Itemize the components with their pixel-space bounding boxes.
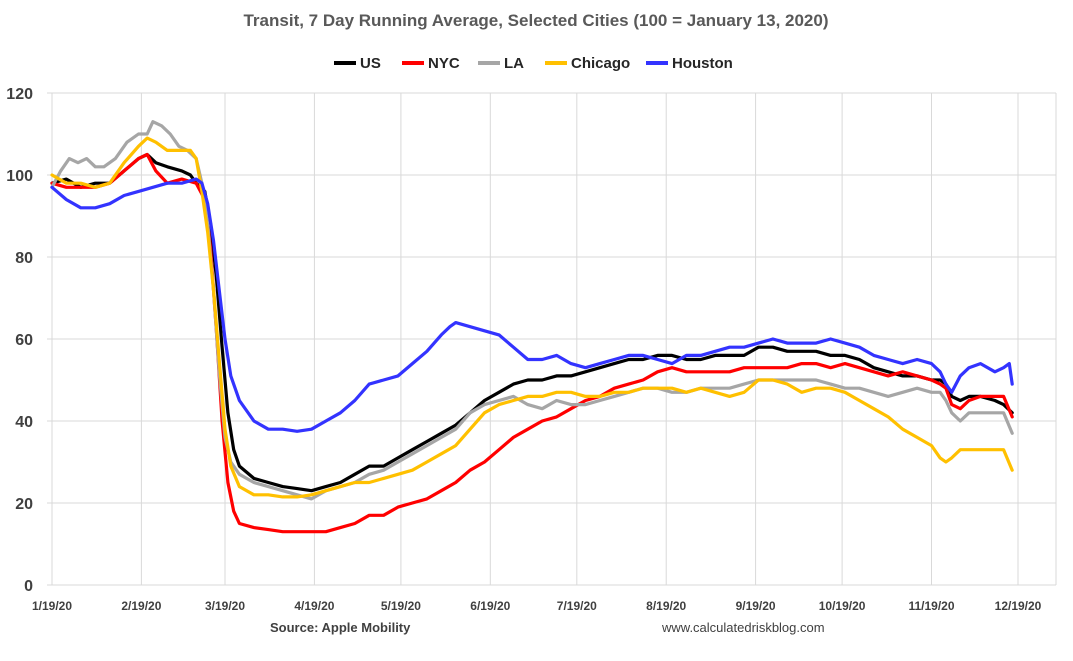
y-tick-label: 120 xyxy=(6,86,33,103)
series-lines xyxy=(50,120,1014,534)
x-tick-label: 5/19/20 xyxy=(381,599,421,613)
horizontal-gridlines xyxy=(47,92,1056,586)
series-line-houston xyxy=(50,177,1014,433)
series-line-nyc xyxy=(50,152,1014,534)
x-tick-label: 4/19/20 xyxy=(294,599,334,613)
x-tick-label: 8/19/20 xyxy=(646,599,686,613)
legend-label-la: LA xyxy=(504,55,524,72)
x-tick-label: 7/19/20 xyxy=(557,599,597,613)
website-label: www.calculatedriskblog.com xyxy=(661,620,825,635)
legend-label-us: US xyxy=(360,55,381,72)
x-tick-label: 3/19/20 xyxy=(205,599,245,613)
series-line-la xyxy=(50,120,1014,501)
legend-label-chicago: Chicago xyxy=(571,55,630,72)
y-tick-label: 100 xyxy=(6,168,33,185)
x-tick-label: 9/19/20 xyxy=(736,599,776,613)
x-tick-label: 11/19/20 xyxy=(908,599,954,613)
y-tick-label: 80 xyxy=(15,250,33,267)
y-tick-label: 40 xyxy=(15,414,33,431)
y-tick-label: 60 xyxy=(15,332,33,349)
x-tick-label: 2/19/20 xyxy=(121,599,161,613)
chart-legend: US NYC LA Chicago Houston xyxy=(334,55,733,72)
series-line-chicago xyxy=(50,136,1014,499)
legend-label-nyc: NYC xyxy=(428,55,460,72)
chart-title: Transit, 7 Day Running Average, Selected… xyxy=(243,11,828,30)
y-axis-ticks: 0 20 40 60 80 100 120 xyxy=(6,86,33,595)
x-tick-label: 12/19/20 xyxy=(995,599,1042,613)
x-tick-label: 6/19/20 xyxy=(470,599,510,613)
x-axis-ticks: 1/19/20 2/19/20 3/19/20 4/19/20 5/19/20 6/19/… xyxy=(32,599,1042,613)
series-line-us xyxy=(50,152,1014,493)
x-tick-label: 1/19/20 xyxy=(32,599,72,613)
source-label: Source: Apple Mobility xyxy=(270,620,411,635)
y-tick-label: 0 xyxy=(24,578,33,595)
y-tick-label: 20 xyxy=(15,496,33,513)
legend-label-houston: Houston xyxy=(672,55,733,72)
x-tick-label: 10/19/20 xyxy=(819,599,866,613)
